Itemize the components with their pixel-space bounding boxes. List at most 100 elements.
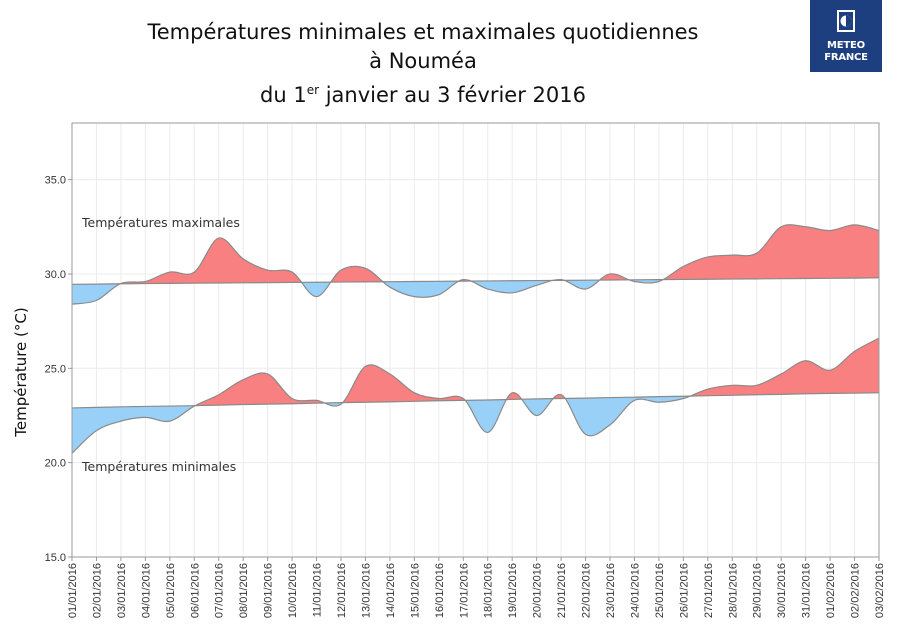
data-point bbox=[414, 296, 415, 297]
data-point bbox=[756, 253, 757, 254]
data-point bbox=[829, 370, 830, 371]
data-point bbox=[169, 421, 170, 422]
data-point bbox=[438, 398, 439, 399]
data-point bbox=[316, 400, 317, 401]
series-label: Températures minimales bbox=[81, 459, 236, 474]
data-point bbox=[120, 283, 121, 284]
x-tick-label: 01/01/2016 bbox=[67, 563, 79, 618]
plot-background bbox=[72, 123, 879, 557]
x-tick-label: 02/02/2016 bbox=[850, 563, 862, 618]
x-tick-label: 06/01/2016 bbox=[189, 563, 201, 618]
title-line-3-superscript: er bbox=[306, 83, 320, 97]
data-point bbox=[854, 351, 855, 352]
x-tick-label: 12/01/2016 bbox=[336, 563, 348, 618]
data-point bbox=[732, 254, 733, 255]
data-point bbox=[756, 385, 757, 386]
data-point bbox=[96, 430, 97, 431]
data-point bbox=[145, 417, 146, 418]
data-point bbox=[658, 281, 659, 282]
x-tick-label: 23/01/2016 bbox=[605, 563, 617, 618]
data-point bbox=[243, 379, 244, 380]
temperature-line bbox=[71, 224, 880, 305]
y-tick-label: 15.0 bbox=[45, 552, 66, 564]
data-point bbox=[487, 432, 488, 433]
data-point bbox=[707, 388, 708, 389]
x-tick-label: 30/01/2016 bbox=[776, 563, 788, 618]
data-point bbox=[316, 296, 317, 297]
plot-frame bbox=[71, 122, 880, 558]
x-tick-label: 08/01/2016 bbox=[238, 563, 250, 618]
data-point bbox=[389, 373, 390, 374]
above-normal-area bbox=[72, 224, 879, 285]
logo-text-meteo: METEO bbox=[827, 40, 865, 51]
data-point bbox=[169, 271, 170, 272]
data-point bbox=[609, 273, 610, 274]
data-point bbox=[560, 394, 561, 395]
x-tick-label: 11/01/2016 bbox=[312, 563, 324, 617]
x-tick-label: 20/01/2016 bbox=[532, 563, 544, 618]
data-point bbox=[683, 266, 684, 267]
x-tick-label: 18/01/2016 bbox=[483, 563, 495, 618]
title-line-1: Températures minimales et maximales quot… bbox=[147, 20, 699, 44]
data-point bbox=[512, 292, 513, 293]
x-tick-label: 31/01/2016 bbox=[801, 563, 813, 618]
x-tick-label: 17/01/2016 bbox=[458, 563, 470, 618]
data-point bbox=[781, 226, 782, 227]
data-point bbox=[732, 385, 733, 386]
title-line-3-start: du 1 bbox=[260, 83, 307, 107]
data-point bbox=[854, 224, 855, 225]
data-point bbox=[683, 398, 684, 399]
data-point bbox=[634, 400, 635, 401]
data-point bbox=[805, 226, 806, 227]
y-tick-label: 35.0 bbox=[45, 175, 66, 187]
data-point bbox=[194, 405, 195, 406]
x-tick-label: 27/01/2016 bbox=[703, 563, 715, 618]
data-point bbox=[340, 404, 341, 405]
x-tick-label: 09/01/2016 bbox=[263, 563, 275, 618]
y-axis-label: Température (°C) bbox=[12, 307, 30, 437]
title-line-3-end: janvier au 3 février 2016 bbox=[319, 83, 586, 107]
x-tick-label: 28/01/2016 bbox=[727, 563, 739, 618]
y-tick-label: 20.0 bbox=[45, 458, 66, 470]
data-point bbox=[340, 270, 341, 271]
data-point bbox=[291, 271, 292, 272]
title-line-3: du 1er janvier au 3 février 2016 bbox=[0, 76, 846, 110]
data-point bbox=[365, 366, 366, 367]
data-point bbox=[120, 421, 121, 422]
data-point bbox=[194, 271, 195, 272]
x-tick-label: 01/02/2016 bbox=[825, 563, 837, 618]
data-point bbox=[438, 294, 439, 295]
data-point bbox=[609, 424, 610, 425]
data-point bbox=[414, 392, 415, 393]
data-point bbox=[560, 279, 561, 280]
normal-line bbox=[71, 277, 880, 285]
x-tick-label: 02/01/2016 bbox=[91, 563, 103, 618]
data-point bbox=[243, 258, 244, 259]
x-tick-label: 25/01/2016 bbox=[654, 563, 666, 618]
data-point bbox=[512, 392, 513, 393]
data-point bbox=[365, 268, 366, 269]
data-point bbox=[218, 238, 219, 239]
x-tick-label: 14/01/2016 bbox=[385, 563, 397, 618]
x-tick-label: 03/02/2016 bbox=[874, 563, 886, 618]
data-point bbox=[267, 270, 268, 271]
data-point bbox=[707, 256, 708, 257]
x-tick-label: 04/01/2016 bbox=[140, 563, 152, 618]
x-tick-label: 05/01/2016 bbox=[165, 563, 177, 618]
title-line-2: à Nouméa bbox=[369, 49, 477, 73]
data-point bbox=[805, 360, 806, 361]
data-point bbox=[829, 230, 830, 231]
x-tick-label: 22/01/2016 bbox=[581, 563, 593, 618]
normal-line bbox=[71, 392, 880, 409]
data-point bbox=[781, 373, 782, 374]
meteo-france-logo-icon bbox=[837, 10, 855, 32]
data-point bbox=[463, 279, 464, 280]
x-tick-label: 15/01/2016 bbox=[409, 563, 421, 618]
y-tick-label: 25.0 bbox=[45, 363, 66, 375]
data-point bbox=[463, 398, 464, 399]
data-point bbox=[96, 300, 97, 301]
data-point bbox=[145, 281, 146, 282]
data-point bbox=[487, 288, 488, 289]
x-tick-label: 16/01/2016 bbox=[434, 563, 446, 618]
